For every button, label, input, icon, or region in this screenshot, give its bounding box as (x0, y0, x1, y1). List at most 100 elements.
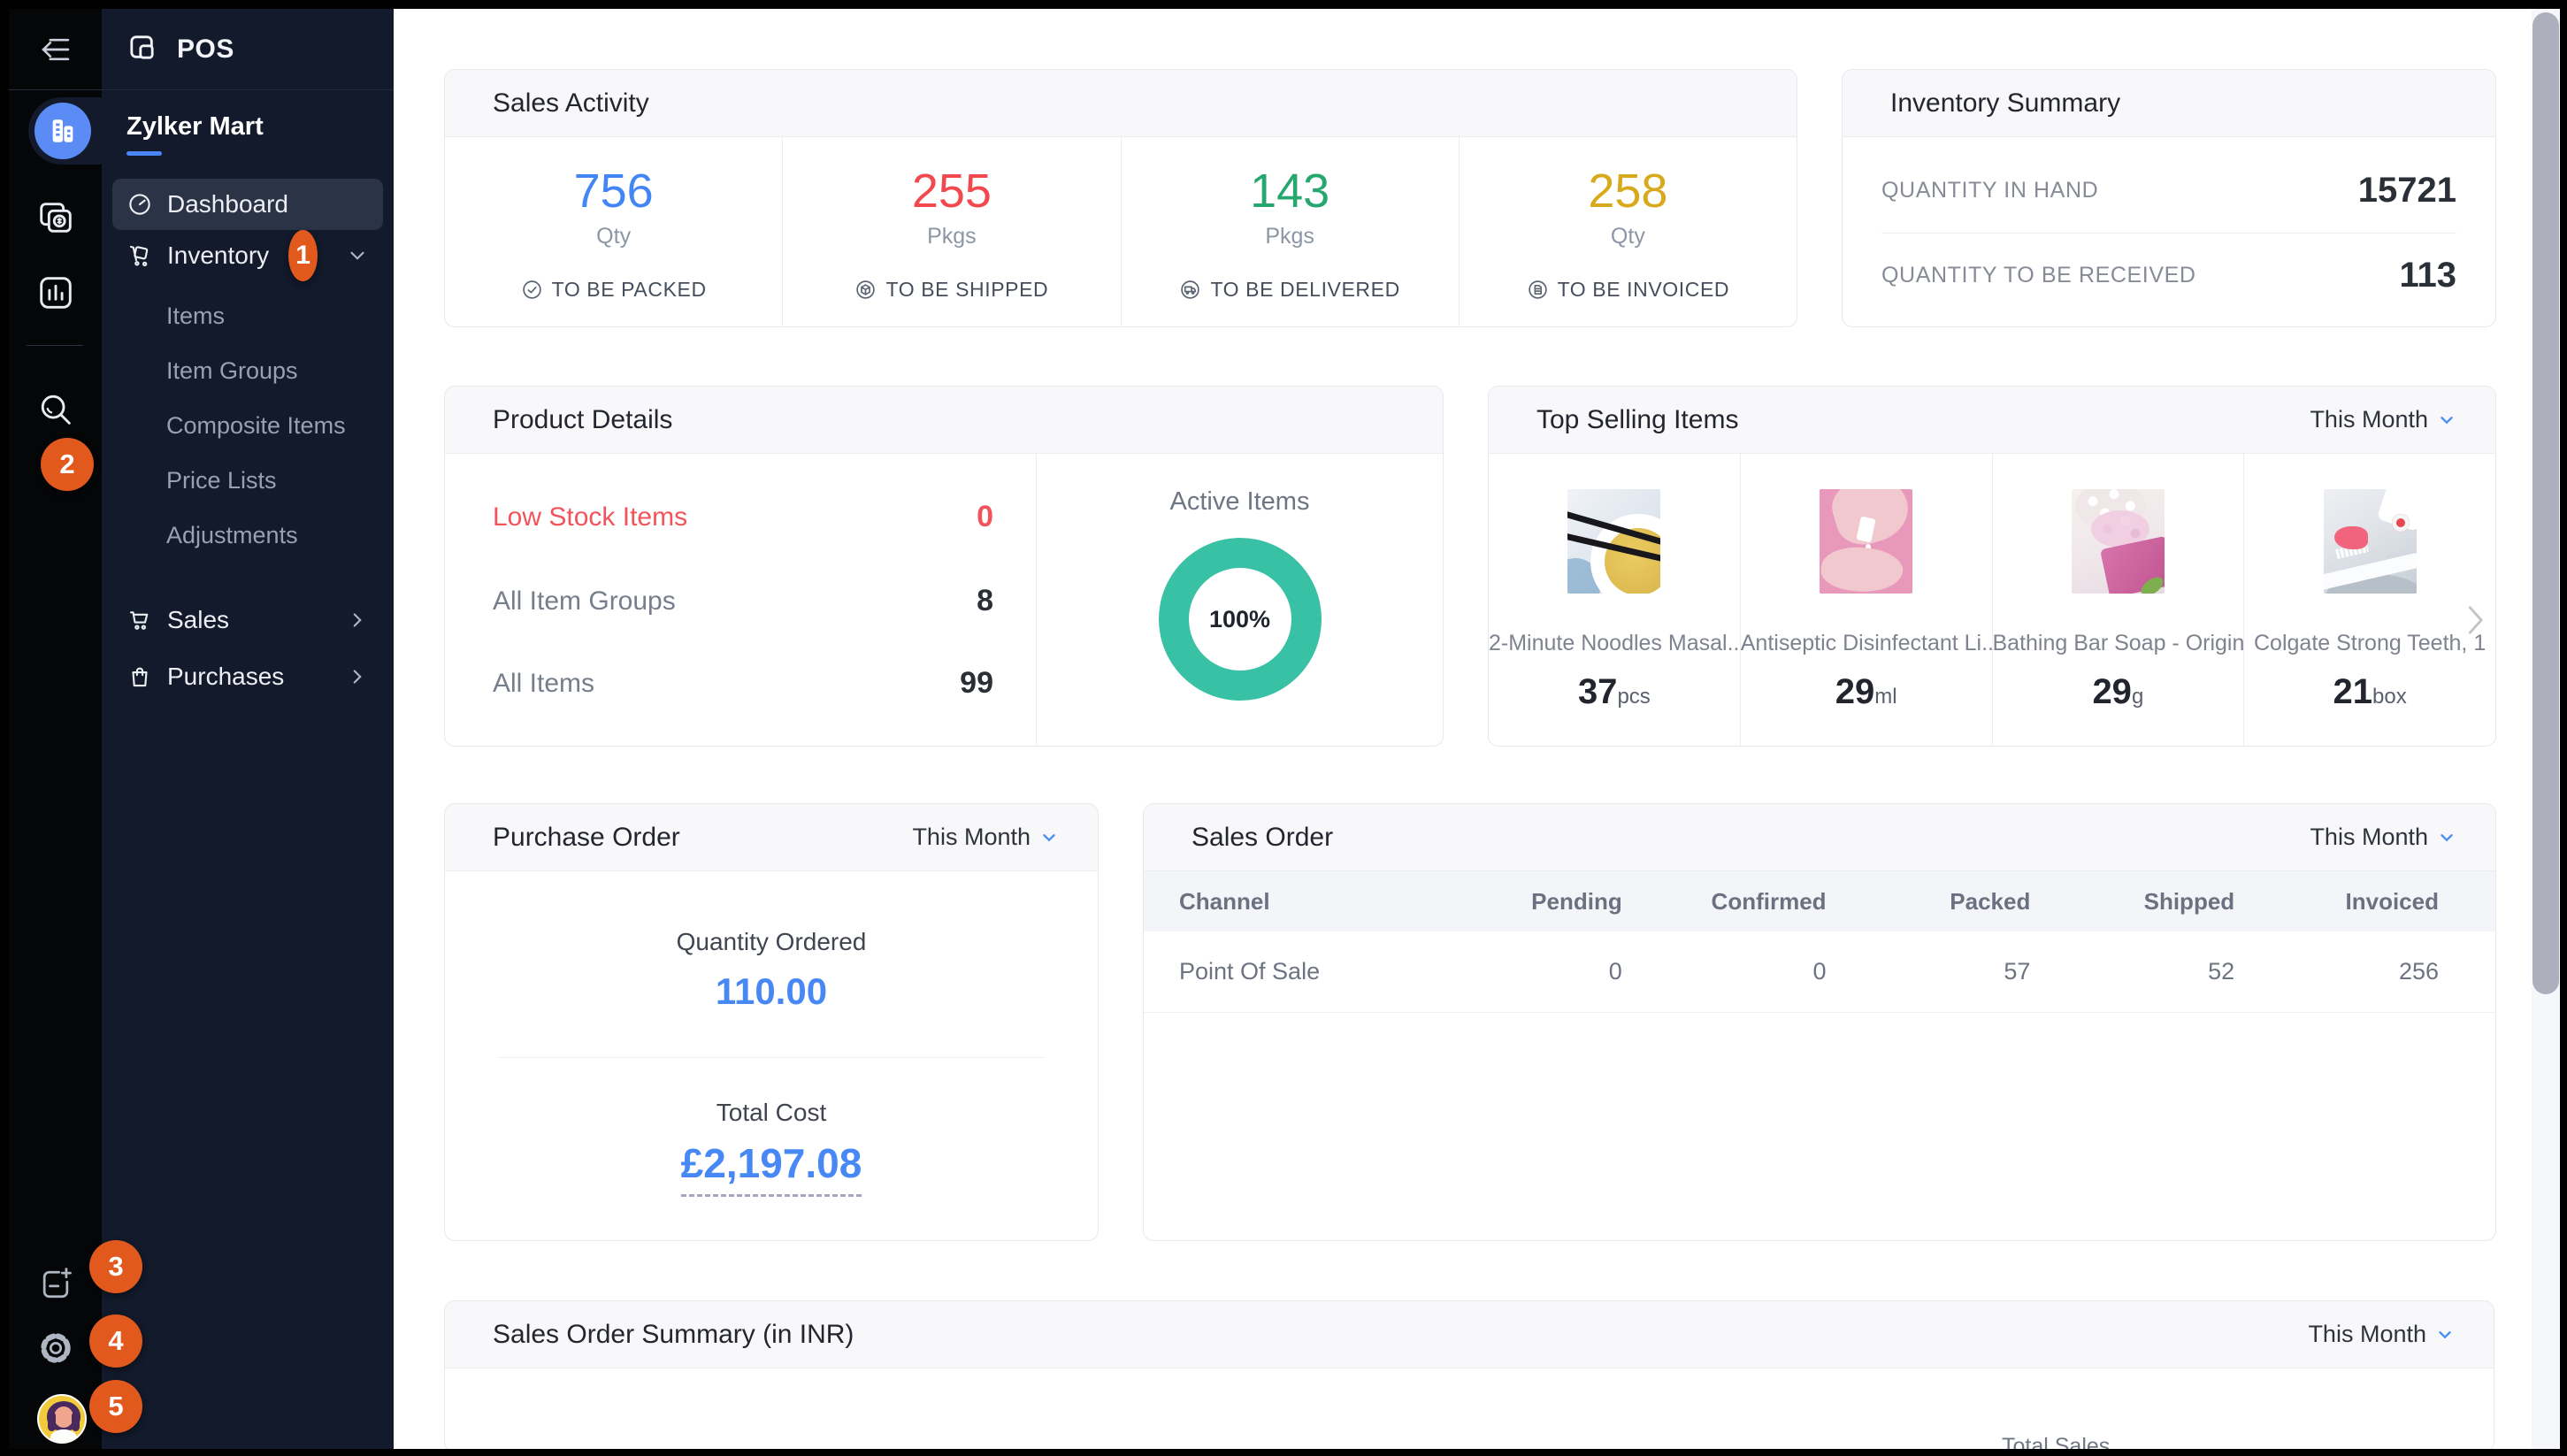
card-title: Top Selling Items (1536, 404, 1739, 434)
sidebar-item-item-groups[interactable]: Item Groups (166, 357, 298, 384)
chevron-right-icon (346, 609, 369, 632)
total-cost-value[interactable]: £2,197.08 (680, 1139, 862, 1197)
sidebar-item-label: Sales (167, 606, 230, 633)
cell-shipped: 52 (2208, 958, 2235, 985)
period-label: This Month (2310, 824, 2428, 850)
sidebar-item-items[interactable]: Items (166, 303, 226, 329)
card-title: Sales Order (1192, 822, 1334, 852)
sales-order-period-dropdown[interactable]: This Month (2310, 824, 2456, 851)
cell-channel: Point Of Sale (1179, 958, 1321, 985)
stat-to-be-packed[interactable]: 756 Qty TO BE PACKED (445, 137, 784, 326)
quantity-to-be-received-row: QUANTITY TO BE RECEIVED 113 (1881, 233, 2456, 318)
scrollbar-thumb[interactable] (2533, 12, 2559, 994)
row-label[interactable]: All Item Groups (493, 586, 676, 616)
row-value: 8 (977, 584, 993, 617)
product-qty: 37 (1577, 672, 1618, 711)
sidebar-item-composite-items[interactable]: Composite Items (166, 412, 346, 439)
check-circle-icon (521, 279, 543, 301)
stat-value: 143 (1250, 164, 1330, 218)
vertical-divider (1036, 454, 1037, 746)
product-image-toothpaste (2323, 489, 2417, 594)
stat-label: TO BE PACKED (551, 277, 707, 301)
row-label[interactable]: All Items (493, 668, 595, 698)
product-qty: 29 (1835, 672, 1875, 711)
buildings-icon (48, 116, 78, 146)
callout-badge-5: 5 (89, 1380, 142, 1433)
all-item-groups-row[interactable]: All Item Groups 8 (493, 584, 1036, 618)
gear-icon (36, 1329, 75, 1368)
top-item-noodles[interactable]: 2-Minute Noodles Masal... 37pcs (1489, 454, 1741, 746)
sidebar-item-label: Inventory (167, 241, 270, 269)
period-label: This Month (2308, 1321, 2426, 1347)
row-label[interactable]: Low Stock Items (493, 502, 688, 532)
sidebar-app-header: POS (102, 9, 394, 90)
reports-nav-button[interactable] (9, 272, 102, 313)
sidebar-item-adjustments[interactable]: Adjustments (166, 522, 298, 548)
chevron-down-icon (1039, 828, 1059, 847)
callout-badge-1-number: 1 (295, 241, 310, 270)
product-name: Antiseptic Disinfectant Li... (1740, 631, 1992, 655)
purchase-order-period-dropdown[interactable]: This Month (912, 824, 1059, 851)
column-header: Shipped (2143, 887, 2235, 915)
stat-to-be-shipped[interactable]: 255 Pkgs TO BE SHIPPED (783, 137, 1122, 326)
chevron-down-icon (2435, 1325, 2455, 1345)
stat-to-be-delivered[interactable]: 143 Pkgs TO BE DELIVERED (1122, 137, 1460, 326)
top-selling-period-dropdown[interactable]: This Month (2310, 406, 2456, 433)
stat-label: TO BE SHIPPED (885, 277, 1049, 301)
all-items-row[interactable]: All Items 99 (493, 666, 1036, 701)
callout-badge-3: 3 (89, 1240, 142, 1293)
purchase-order-card: Purchase Order This Month Quantity Order… (444, 803, 1099, 1241)
sidebar-item-purchases[interactable]: Purchases (112, 651, 383, 702)
inventory-trolley-icon (126, 242, 153, 269)
dashboard-icon (126, 191, 153, 218)
stat-unit: Qty (596, 223, 632, 249)
top-item-antiseptic[interactable]: Antiseptic Disinfectant Li... 29ml (1740, 454, 1993, 746)
chevron-down-icon (2437, 828, 2456, 847)
cell-invoiced: 256 (2398, 958, 2439, 985)
row-value: 0 (977, 500, 993, 533)
org-name[interactable]: Zylker Mart (126, 112, 264, 141)
settings-button[interactable] (9, 1329, 102, 1368)
card-title: Sales Order Summary (in INR) (493, 1319, 854, 1349)
stat-to-be-invoiced[interactable]: 258 Qty TO BE INVOICED (1460, 137, 1797, 326)
sales-order-summary-card: Sales Order Summary (in INR) This Month … (444, 1300, 2494, 1449)
top-selling-items-card: Top Selling Items This Month (1488, 386, 2496, 747)
invoice-doc-icon (1527, 279, 1549, 301)
org-app-button[interactable] (34, 103, 91, 159)
product-name: Bathing Bar Soap - Original (1992, 631, 2244, 655)
product-name: Colgate Strong Teeth, 1 (2254, 631, 2487, 655)
avatar-face (54, 1406, 73, 1428)
top-item-soap[interactable]: Bathing Bar Soap - Original 29g (1992, 454, 2245, 746)
sales-order-table-header: Channel Pending Confirmed Packed Shipped… (1144, 871, 2495, 931)
inventory-summary-card: Inventory Summary QUANTITY IN HAND 15721… (1842, 69, 2496, 327)
collapse-sidebar-button[interactable] (9, 9, 102, 90)
sidebar-item-sales[interactable]: Sales (112, 594, 383, 646)
truck-icon (1179, 279, 1201, 301)
stat-unit: Qty (1610, 223, 1645, 249)
stat-unit: Pkgs (1265, 223, 1314, 249)
low-stock-items-row[interactable]: Low Stock Items 0 (493, 500, 1036, 534)
app-window: 2 3 4 (9, 9, 2560, 1449)
sidebar-item-dashboard[interactable]: Dashboard (112, 179, 383, 230)
callout-badge-2: 2 (41, 438, 94, 491)
profile-avatar[interactable] (37, 1394, 87, 1444)
row-value: 113 (2399, 256, 2456, 295)
table-row-point-of-sale[interactable]: Point Of Sale 0 0 57 52 256 (1144, 931, 2495, 1013)
carousel-next-button[interactable] (2460, 597, 2490, 643)
top-item-colgate[interactable]: Colgate Strong Teeth, 1 21box (2244, 454, 2495, 746)
product-unit: ml (1874, 685, 1897, 709)
chevron-right-icon (346, 665, 369, 688)
cart-icon (126, 607, 153, 633)
scrollbar-track[interactable] (2532, 9, 2560, 1449)
whats-new-button[interactable] (9, 1265, 102, 1304)
period-label: This Month (912, 824, 1031, 850)
cell-packed: 57 (2004, 958, 2031, 985)
sales-activity-card: Sales Activity 756 Qty TO BE PACKED (444, 69, 1797, 327)
period-label: This Month (2310, 406, 2428, 433)
payments-nav-button[interactable] (9, 197, 102, 238)
summary-period-dropdown[interactable]: This Month (2308, 1321, 2455, 1348)
main-content: Sales Activity 756 Qty TO BE PACKED (394, 9, 2560, 1449)
sidebar-item-price-lists[interactable]: Price Lists (166, 467, 277, 494)
search-button[interactable] (9, 389, 102, 430)
sidebar-item-inventory[interactable]: Inventory 1 (112, 230, 383, 281)
